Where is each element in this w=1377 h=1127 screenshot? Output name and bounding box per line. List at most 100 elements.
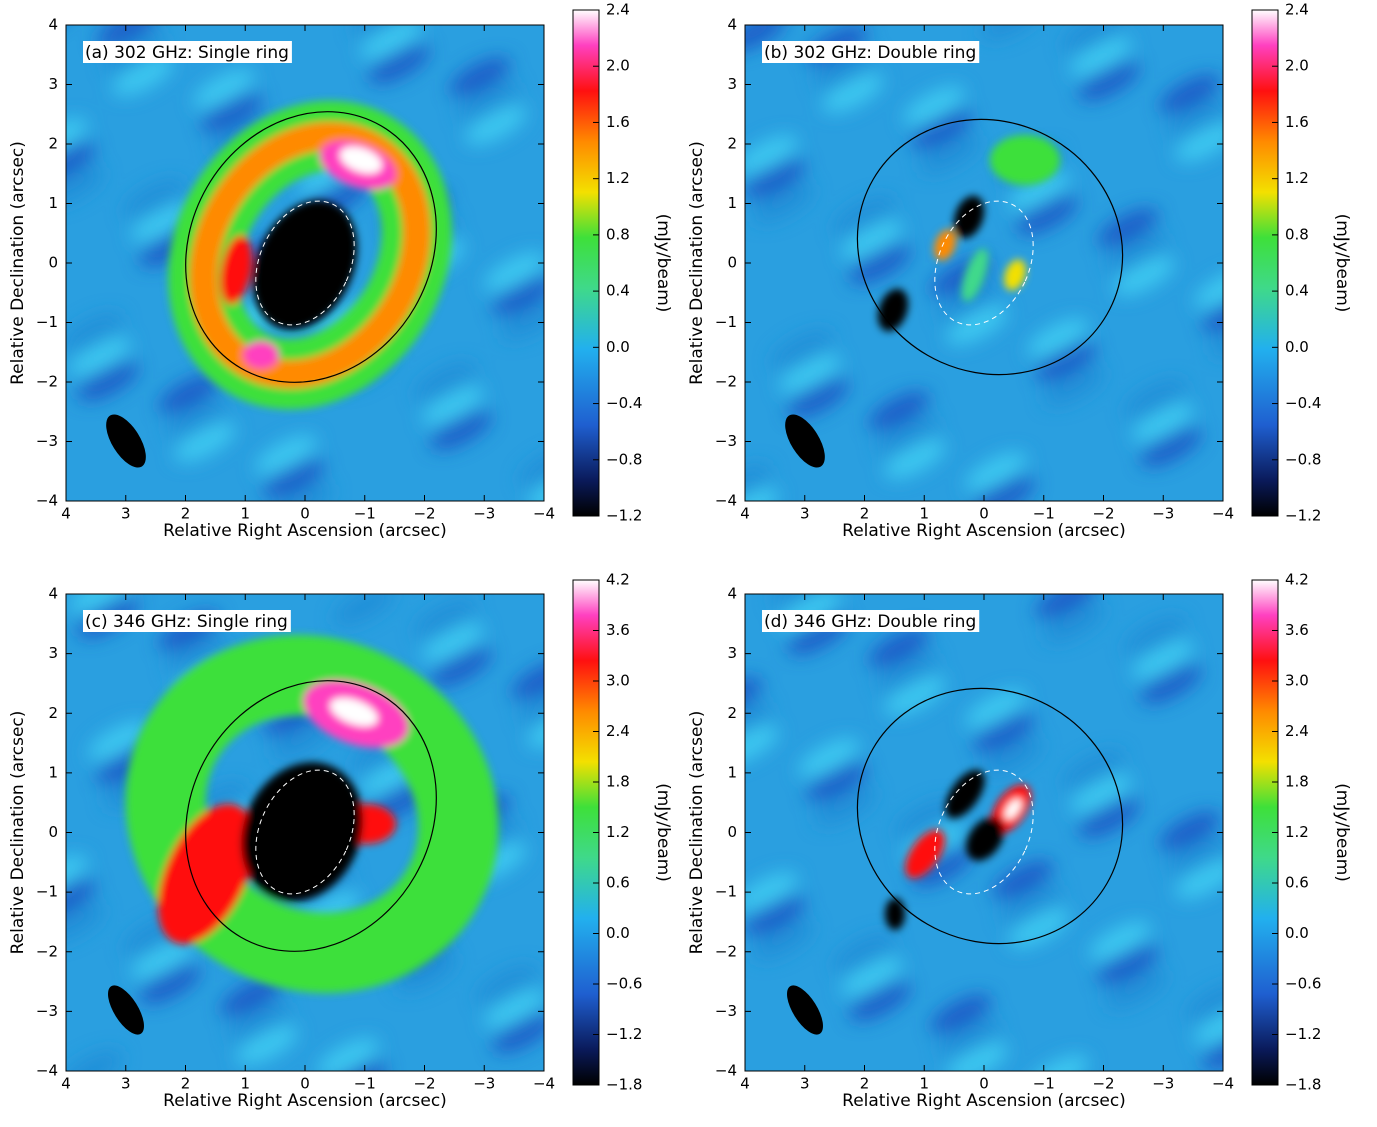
image-feature — [519, 447, 544, 487]
image-feature — [1186, 982, 1223, 1022]
colorbar-tick-label: 4.2 — [606, 571, 630, 589]
image-feature — [527, 708, 544, 748]
x-tick-label: 2 — [860, 505, 870, 523]
x-tick-label: 3 — [800, 1075, 810, 1093]
image-feature — [360, 25, 422, 60]
x-tick-label: 1 — [919, 1075, 929, 1093]
y-tick-label: −2 — [715, 942, 737, 960]
colorbar-tick-label: −1.2 — [606, 507, 642, 525]
x-tick-label: −2 — [1092, 1075, 1114, 1093]
panel-title: (b) 302 GHz: Double ring — [764, 43, 976, 63]
x-tick-label: 3 — [121, 1075, 131, 1093]
image-feature — [96, 25, 158, 48]
image-feature — [1132, 640, 1194, 680]
image-feature — [339, 146, 383, 174]
image-feature — [745, 677, 763, 717]
image-feature — [911, 847, 973, 887]
colorbar-tick-label: −1.2 — [1285, 507, 1321, 525]
y-tick-label: 2 — [727, 704, 737, 722]
y-tick-label: −4 — [715, 1062, 737, 1080]
image-feature — [201, 93, 263, 133]
colorbar-tick-label: 3.0 — [606, 672, 630, 690]
y-tick-label: 1 — [48, 763, 58, 781]
contour — [856, 118, 1124, 376]
image-feature — [1097, 208, 1159, 248]
image-feature — [1113, 256, 1175, 296]
x-tick-label: −1 — [354, 505, 376, 523]
x-axis-label: Relative Right Ascension (arcsec) — [842, 1091, 1126, 1111]
x-tick-label: −1 — [1033, 505, 1055, 523]
image-feature — [414, 599, 476, 639]
y-tick-label: 2 — [727, 135, 737, 153]
image-feature — [876, 415, 938, 455]
image-feature — [1194, 1006, 1223, 1046]
image-feature — [174, 422, 236, 462]
y-tick-label: 3 — [727, 75, 737, 93]
image-feature — [806, 762, 868, 802]
x-tick-label: 0 — [300, 1075, 310, 1093]
y-tick-label: 4 — [48, 16, 58, 34]
image-feature — [911, 110, 973, 150]
contour — [255, 769, 355, 895]
image-feature — [973, 713, 1035, 753]
image-feature — [352, 25, 414, 36]
colorbar-tick-label: −0.8 — [1285, 450, 1321, 468]
y-axis-label: Relative Declination (arcsec) — [687, 141, 707, 385]
image-feature — [492, 276, 544, 316]
x-tick-label: −4 — [533, 1075, 555, 1093]
image-feature — [1035, 594, 1097, 619]
image-feature — [1194, 269, 1223, 309]
x-tick-label: 2 — [860, 1075, 870, 1093]
image-feature — [981, 25, 1043, 40]
image — [66, 25, 544, 501]
image-feature — [1097, 945, 1159, 985]
y-tick-label: −4 — [715, 492, 737, 510]
x-tick-label: −1 — [1033, 1075, 1055, 1093]
image-feature — [868, 391, 930, 431]
image-feature — [1105, 969, 1167, 1009]
colorbar — [572, 9, 600, 517]
image-feature — [868, 628, 930, 668]
image-feature — [66, 855, 88, 895]
image-feature — [492, 1013, 544, 1053]
colorbar-label: (mJy/beam) — [653, 783, 673, 882]
x-tick-label: 0 — [979, 505, 989, 523]
x-tick-label: −4 — [533, 505, 555, 523]
image-feature — [849, 981, 911, 1021]
image-feature — [849, 244, 911, 284]
colorbar-tick-label: 3.0 — [1285, 672, 1309, 690]
colorbar-tick-label: −0.6 — [606, 975, 642, 993]
colorbar-tick-label: 1.2 — [1285, 823, 1309, 841]
image-feature — [220, 235, 252, 305]
image-feature — [903, 86, 965, 126]
image — [745, 594, 1223, 1071]
image-feature — [841, 220, 903, 260]
y-tick-label: 0 — [48, 823, 58, 841]
x-tick-label: −3 — [1152, 505, 1174, 523]
image-feature — [981, 737, 1043, 777]
colorbar-tick-label: −0.4 — [1285, 394, 1321, 412]
panel-title: (c) 346 GHz: Single ring — [85, 612, 288, 632]
image-feature — [1167, 835, 1223, 875]
colorbar-tick-label: 0.0 — [606, 338, 630, 356]
colorbar-tick-label: 3.6 — [1285, 621, 1309, 639]
image-feature — [157, 803, 255, 945]
y-tick-label: 3 — [48, 75, 58, 93]
y-tick-label: −1 — [36, 313, 58, 331]
image-feature — [895, 799, 957, 839]
image-feature — [745, 488, 779, 501]
y-tick-label: −4 — [36, 492, 58, 510]
colorbar-tick-label: 2.4 — [606, 1, 630, 19]
image-feature — [814, 786, 876, 826]
image-feature — [1159, 811, 1221, 851]
image-feature — [1175, 859, 1223, 899]
image-feature — [1140, 427, 1202, 467]
image-feature — [430, 410, 492, 450]
image-feature — [66, 879, 96, 919]
image-feature — [236, 1025, 298, 1065]
image — [66, 594, 544, 1071]
y-tick-label: 0 — [727, 823, 737, 841]
y-tick-label: −1 — [715, 883, 737, 901]
image-feature — [484, 989, 544, 1029]
colorbar-tick-label: −1.2 — [606, 1025, 642, 1043]
